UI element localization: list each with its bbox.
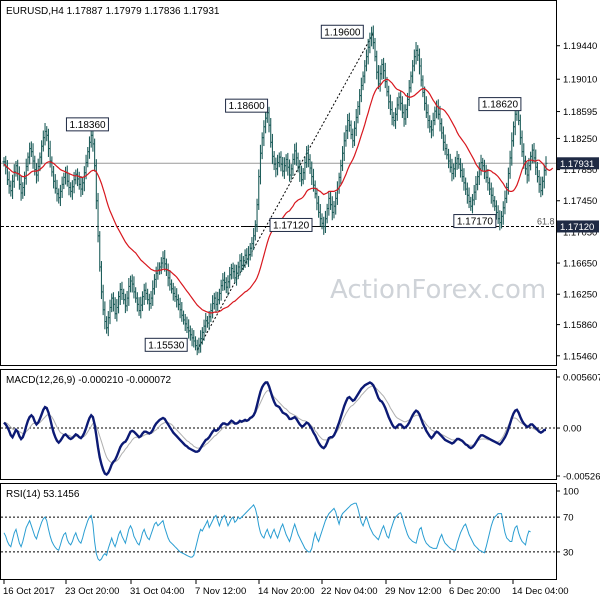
rsi-panel-title: RSI(14) 53.1456	[6, 489, 80, 500]
annotation-label: 1.18620	[482, 100, 519, 111]
annotation-label: 1.15530	[148, 340, 185, 351]
axis-layer: 1.19440 1.19010 1.18595 1.18250 1.17850 1.174…	[3, 41, 600, 597]
annotation-label: 1.18600	[229, 101, 266, 112]
x-axis-label: 29 Nov 12:00	[385, 586, 442, 597]
macd-panel	[0, 369, 557, 480]
price-axis-label: 1.16650	[563, 259, 597, 270]
price-axis-label: 1.19440	[563, 41, 597, 52]
macd-axis-label: 0.005607	[563, 373, 600, 384]
annotation-box	[269, 217, 313, 232]
annotation-box	[320, 24, 364, 39]
macd-layer	[1, 381, 556, 476]
price-axis-label: 1.18595	[563, 107, 597, 118]
macd-axis-label: 0.00	[563, 424, 582, 435]
x-axis-label: 31 Oct 04:00	[130, 586, 184, 597]
macd-axis-label: -0.005267	[563, 472, 600, 483]
x-axis-label: 6 Dec 20:00	[449, 586, 500, 597]
x-axis-label: 7 Nov 12:00	[195, 586, 246, 597]
rsi-axis-label: 100	[563, 487, 579, 498]
current-price-box	[557, 157, 599, 170]
watermark: ActionForex.com	[330, 275, 546, 305]
trend-line	[196, 33, 374, 351]
price-axis-label: 1.17850	[563, 165, 597, 176]
price-axis-label: 1.17450	[563, 196, 597, 207]
annotation-label: 1.17170	[457, 217, 494, 228]
price-axis-label: 1.17050	[563, 227, 597, 238]
price-panel-title: EURUSD,H4 1.17887 1.17979 1.17836 1.1793…	[6, 6, 220, 17]
x-axis-label: 16 Oct 2017	[3, 586, 55, 597]
annotation-label: 1.18360	[69, 120, 106, 131]
current-price-label: 1.17931	[560, 159, 594, 170]
price-axis-label: 1.15460	[563, 351, 597, 362]
price-axis-label: 1.18250	[563, 134, 597, 145]
fib-ratio-label: 61.8	[537, 216, 555, 226]
rsi-layer	[1, 502, 556, 562]
level-price-label: 1.17120	[560, 222, 594, 233]
price-layer: 61.8 1.18360 1.15530 1.18600 1.17120 1.19600 1…	[1, 24, 556, 356]
annotation-box	[453, 214, 497, 229]
rsi-line	[3, 502, 531, 562]
annotation-box	[65, 117, 109, 132]
x-axis-label: 23 Oct 20:00	[65, 586, 119, 597]
annotation-label: 1.17120	[273, 220, 310, 231]
annotation-box	[225, 98, 269, 113]
price-axis-label: 1.19010	[563, 75, 597, 86]
rsi-axis-label: 30	[563, 547, 574, 558]
level-price-box	[557, 220, 599, 233]
macd-panel-title: MACD(12,26,9) -0.000210 -0.000072	[6, 375, 172, 386]
price-axis-label: 1.16250	[563, 290, 597, 301]
x-axis-label: 14 Nov 20:00	[258, 586, 315, 597]
macd-line	[3, 381, 546, 476]
annotation-label: 1.19600	[324, 27, 361, 38]
rsi-axis-label: 70	[563, 513, 574, 524]
price-axis-label: 1.15860	[563, 320, 597, 331]
annotation-box	[478, 97, 522, 112]
x-axis-label: 22 Nov 04:00	[321, 586, 378, 597]
annotation-box	[144, 337, 188, 352]
x-axis-label: 14 Dec 04:00	[512, 586, 569, 597]
